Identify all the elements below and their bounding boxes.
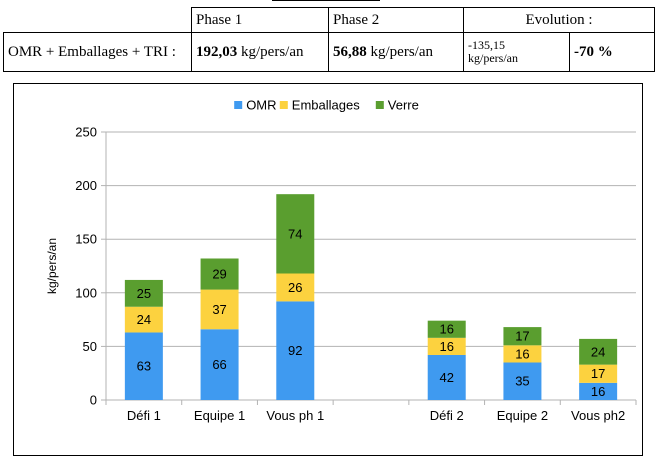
y-tick-label: 0	[90, 393, 97, 408]
x-tick-label: Vous ph2	[571, 408, 625, 423]
phase2-value: 56,88	[333, 43, 367, 60]
x-tick-label: Equipe 2	[497, 408, 548, 423]
summary-header-row: Phase 1 Phase 2 Evolution :	[3, 7, 655, 33]
data-label: 74	[288, 226, 302, 241]
bar-omr-segment	[276, 301, 315, 400]
data-label: 29	[212, 267, 226, 282]
summary-header-blank	[3, 7, 192, 33]
legend-swatch	[234, 101, 243, 109]
data-label: 25	[137, 286, 151, 301]
evolution-pct-cell: -70 %	[569, 32, 655, 72]
data-label: 66	[212, 357, 226, 372]
y-tick-label: 200	[75, 178, 97, 193]
evolution-abs-cell: -135,15 kg/pers/an	[463, 32, 570, 72]
bar-omr-segment	[124, 332, 163, 400]
data-label: 24	[137, 312, 151, 327]
legend-swatch	[279, 101, 288, 109]
bar-emballages-segment	[276, 273, 315, 302]
header-underline	[272, 0, 380, 1]
legend-swatch	[375, 101, 384, 109]
phase2-unit: kg/pers/an	[366, 43, 433, 60]
bar-emballages-segment	[503, 345, 542, 363]
evolution-abs-unit: kg/pers/an	[468, 51, 518, 65]
data-label: 16	[515, 346, 529, 361]
row-label: OMR + Emballages + TRI :	[3, 32, 192, 72]
legend-label: Verre	[388, 98, 419, 113]
data-label: 92	[288, 343, 302, 358]
chart-frame: 0 50 100 150 200 250 kg/pers/an Défi 1 63 24 25 Equ…	[13, 83, 643, 456]
header-phase2: Phase 2	[328, 7, 464, 33]
data-label: 16	[439, 339, 453, 354]
y-axis-label: kg/pers/an	[45, 238, 59, 294]
phase1-cell: 192,03 kg/pers/an	[191, 32, 329, 72]
y-tick-label: 100	[75, 285, 97, 300]
data-label: 42	[439, 370, 453, 385]
legend-label: OMR	[246, 98, 276, 113]
x-tick-label: Défi 2	[430, 408, 464, 423]
data-label: 16	[591, 384, 605, 399]
data-label: 24	[591, 344, 605, 359]
x-tick-label: Vous ph 1	[266, 408, 324, 423]
y-tick-label: 250	[75, 125, 97, 140]
legend-label: Emballages	[292, 98, 360, 113]
data-label: 17	[591, 366, 605, 381]
data-label: 37	[212, 302, 226, 317]
stacked-bar-chart: 0 50 100 150 200 250 kg/pers/an Défi 1 63 24 25 Equ…	[45, 98, 637, 423]
y-tick-label: 50	[83, 339, 97, 354]
bar-verre-segment	[124, 279, 163, 307]
x-tick-label: Défi 1	[127, 408, 161, 423]
x-tick-label: Equipe 1	[194, 408, 245, 423]
phase1-unit: kg/pers/an	[237, 43, 304, 60]
y-tick-label: 150	[75, 232, 97, 247]
bar-verre-segment	[276, 194, 315, 274]
data-label: 35	[515, 374, 529, 389]
data-label: 17	[515, 329, 529, 344]
data-label: 63	[137, 359, 151, 374]
summary-data-row: OMR + Emballages + TRI : 192,03 kg/pers/…	[3, 32, 655, 72]
phase1-value: 192,03	[196, 43, 238, 60]
bar-verre-segment	[579, 338, 618, 365]
evolution-pct: -70 %	[574, 43, 613, 60]
header-evolution: Evolution :	[463, 7, 655, 33]
bar-omr-segment	[200, 329, 239, 400]
bar-verre-segment	[503, 327, 542, 346]
bar-emballages-segment	[124, 306, 163, 333]
data-label: 26	[288, 280, 302, 295]
header-phase1: Phase 1	[191, 7, 329, 33]
bar-omr-segment	[579, 382, 618, 400]
phase2-cell: 56,88 kg/pers/an	[328, 32, 464, 72]
summary-table: Phase 1 Phase 2 Evolution : OMR + Emball…	[3, 7, 655, 72]
bar-omr-segment	[503, 362, 542, 400]
bar-omr-segment	[427, 354, 466, 400]
bar-emballages-segment	[579, 364, 618, 383]
evolution-abs-value: -135,15	[468, 38, 505, 52]
bar-verre-segment	[427, 320, 466, 338]
bar-emballages-segment	[427, 337, 466, 355]
bar-emballages-segment	[200, 289, 239, 330]
bar-verre-segment	[200, 258, 239, 290]
data-label: 16	[439, 322, 453, 337]
